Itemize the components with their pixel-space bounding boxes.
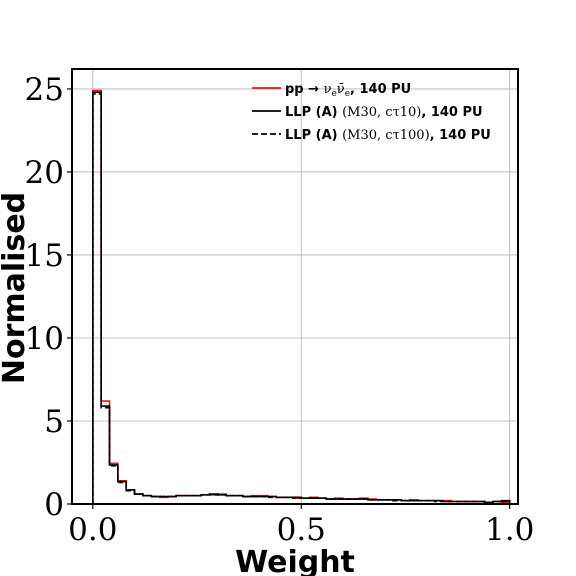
legend-label: LLP (A) (M30, cτ100), 140 PU xyxy=(285,128,491,143)
legend-label: LLP (A) (M30, cτ10), 140 PU xyxy=(285,105,483,120)
y-tick-label: 25 xyxy=(25,72,64,108)
y-tick-label: 10 xyxy=(25,321,64,357)
y-tick-label: 20 xyxy=(25,155,64,191)
plot-frame xyxy=(71,68,519,505)
x-tick-label: 0.5 xyxy=(277,512,326,548)
x-axis-title: Weight xyxy=(235,545,355,576)
y-tick-label: 5 xyxy=(44,404,64,440)
x-tick-label: 1.0 xyxy=(485,512,534,548)
y-axis-title: Normalised xyxy=(0,192,32,384)
series-layer xyxy=(92,89,511,504)
y-tick-label: 0 xyxy=(44,487,64,523)
y-axis-ticks: 0 5 10 15 20 25 xyxy=(25,72,72,523)
x-axis-ticks: 0.0 0.5 1.0 xyxy=(68,504,534,548)
series-3-histogram-line xyxy=(92,93,511,504)
x-tick-label: 0.0 xyxy=(68,512,117,548)
y-tick-label: 15 xyxy=(25,238,64,274)
legend: pp → νeν̄e, 140 PU LLP (A) (M30, cτ10), 1… xyxy=(252,82,491,143)
legend-label: pp → νeν̄e, 140 PU xyxy=(285,82,411,99)
